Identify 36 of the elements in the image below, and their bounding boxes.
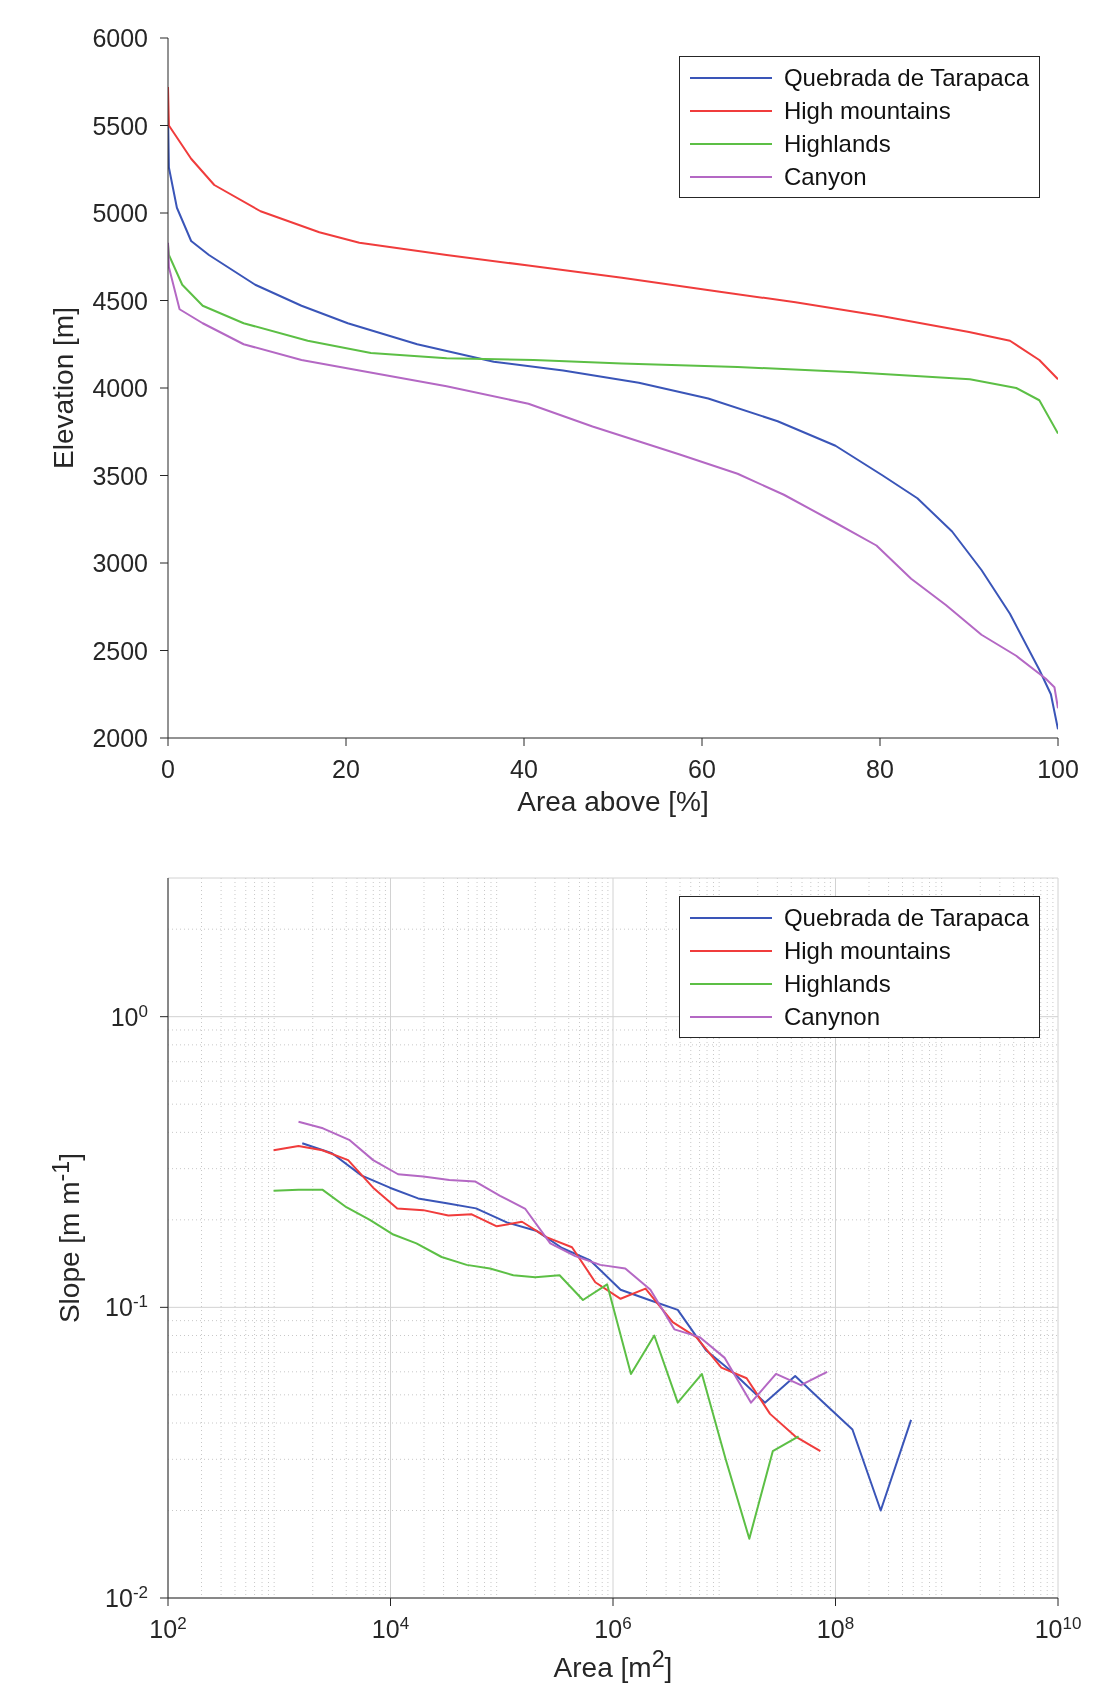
y-tick-label: 5000 <box>92 199 148 227</box>
legend-label: High mountains <box>783 96 951 125</box>
y-tick-label: 2500 <box>92 636 148 665</box>
legend-label: Canynon <box>783 1002 880 1031</box>
x-tick-label: 10$^{4}$ <box>371 1613 410 1643</box>
x-tick-label: 10$^{8}$ <box>816 1613 855 1643</box>
y-tick-label: 4500 <box>92 286 148 315</box>
x-tick-label: 20 <box>332 755 360 783</box>
x-axis-title: Area above [%] <box>516 786 710 818</box>
y-tick-label: 6000 <box>92 24 148 52</box>
x-tick-label: 10$^{10}$ <box>1034 1613 1082 1643</box>
x-tick-label: 10$^{6}$ <box>594 1613 632 1643</box>
legend-label: Quebrada de Tarapaca <box>783 903 1029 932</box>
y-tick-label: 3500 <box>92 461 148 490</box>
y-tick-label: 4000 <box>92 374 148 402</box>
y-axis-title: Elevation [m] <box>48 307 80 469</box>
x-tick-label: 100 <box>1037 755 1079 783</box>
y-tick-label: 10$^{-2}$ <box>105 1582 148 1612</box>
legend-label: Quebrada de Tarapaca <box>783 63 1029 92</box>
y-tick-label: 3000 <box>92 549 148 577</box>
y-tick-label: 2000 <box>92 724 148 752</box>
line-series <box>272 1145 822 1453</box>
x-tick-label: 10$^{2}$ <box>149 1613 187 1643</box>
x-tick-label: 0 <box>161 755 175 783</box>
x-tick-label: 60 <box>688 755 716 783</box>
y-tick-label: 5500 <box>92 111 148 140</box>
x-tick-label: 80 <box>866 755 894 783</box>
y-tick-label: 10$^{-1}$ <box>105 1291 148 1322</box>
legend-label: High mountains <box>783 936 951 965</box>
line-series <box>297 1120 829 1404</box>
y-tick-label: 10$^{0}$ <box>110 1001 148 1031</box>
legend-label: Highlands <box>783 129 891 158</box>
legend-label: Highlands <box>783 969 891 998</box>
x-axis-title: Area [m$^{2}$] <box>552 1646 674 1685</box>
legend-label: Canyon <box>783 162 867 191</box>
x-tick-label: 40 <box>510 755 538 783</box>
